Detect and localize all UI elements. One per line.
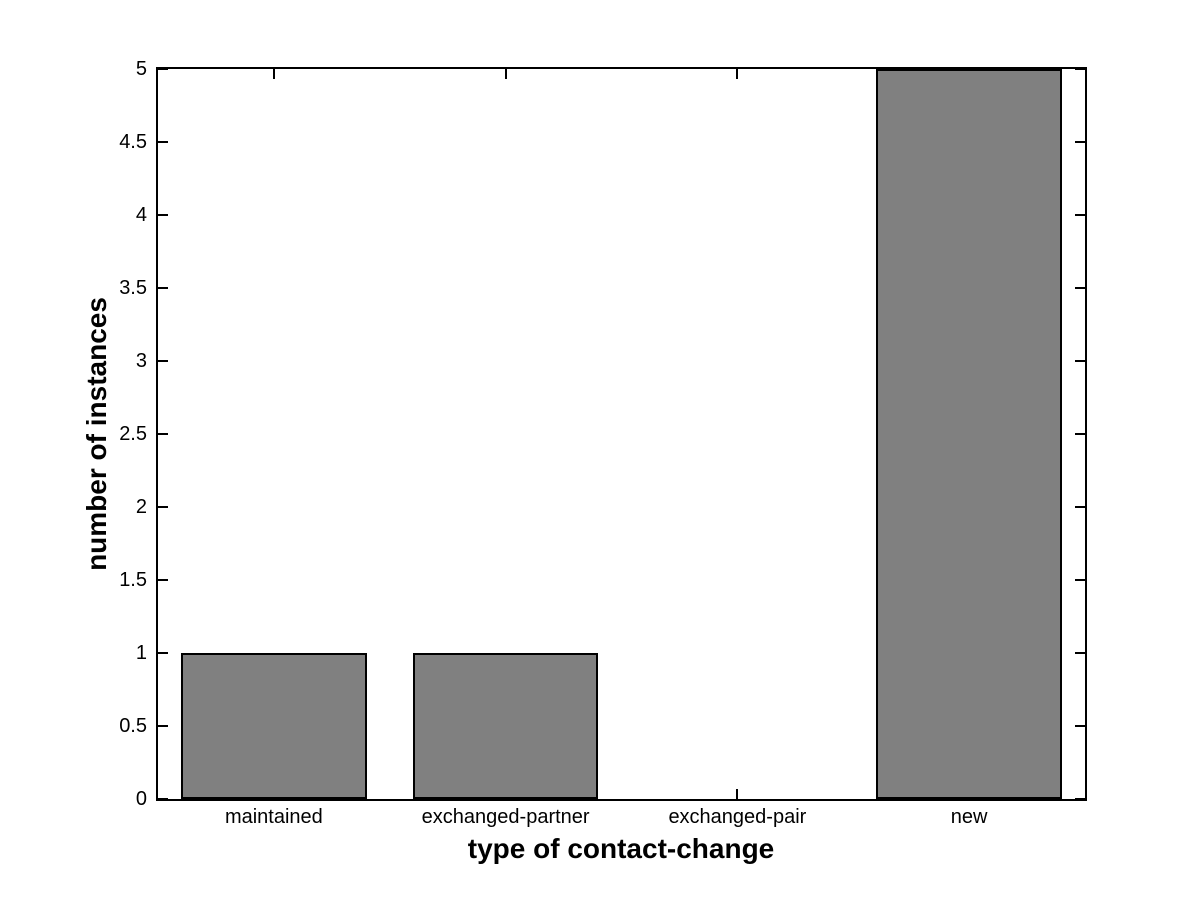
y-tick-left xyxy=(158,68,168,70)
bar-new xyxy=(876,69,1062,799)
y-tick-left xyxy=(158,141,168,143)
plot-area xyxy=(156,67,1087,801)
x-tick-top xyxy=(272,69,275,79)
y-tick-right xyxy=(1075,360,1085,362)
y-tick-label-5: 5 xyxy=(135,58,147,80)
y-tick-left xyxy=(158,287,168,289)
y-tick-right xyxy=(1075,141,1085,143)
y-axis-label: number of instances xyxy=(81,297,112,571)
y-tick-label-2: 2 xyxy=(135,496,147,518)
y-tick-left xyxy=(158,433,168,435)
y-tick-label-4.5: 4.5 xyxy=(119,131,147,153)
y-tick-label-3.5: 3.5 xyxy=(119,277,147,299)
x-tick-label-maintained: maintained xyxy=(224,806,323,828)
y-tick-left xyxy=(158,360,168,362)
y-tick-right xyxy=(1075,433,1085,435)
y-tick-right xyxy=(1075,287,1085,289)
y-tick-label-3: 3 xyxy=(135,350,147,372)
bar-exchanged-partner xyxy=(412,653,599,799)
x-tick-top xyxy=(736,69,739,79)
y-tick-label-0: 0 xyxy=(135,788,147,810)
y-tick-right xyxy=(1075,652,1085,654)
y-tick-left xyxy=(158,579,168,581)
x-tick-bottom xyxy=(736,789,739,799)
y-tick-right xyxy=(1075,725,1085,727)
x-tick-label-exchanged-partner: exchanged-partner xyxy=(421,806,590,828)
y-tick-right xyxy=(1075,506,1085,508)
y-tick-label-4: 4 xyxy=(135,204,147,226)
y-tick-right xyxy=(1075,798,1085,800)
x-axis-label: type of contact-change xyxy=(467,833,775,864)
y-tick-left xyxy=(158,214,168,216)
bar-maintained xyxy=(181,653,367,799)
y-tick-left xyxy=(158,798,168,800)
y-tick-left xyxy=(158,652,168,654)
y-tick-left xyxy=(158,506,168,508)
y-tick-label-1.5: 1.5 xyxy=(119,569,147,591)
x-tick-label-new: new xyxy=(950,806,988,828)
y-tick-right xyxy=(1075,68,1085,70)
x-tick-top xyxy=(504,69,507,79)
y-tick-label-1: 1 xyxy=(135,642,147,664)
x-tick-label-exchanged-pair: exchanged-pair xyxy=(668,806,807,828)
y-tick-label-0.5: 0.5 xyxy=(119,715,147,737)
y-tick-right xyxy=(1075,579,1085,581)
y-tick-right xyxy=(1075,214,1085,216)
y-tick-label-2.5: 2.5 xyxy=(119,423,147,445)
y-tick-left xyxy=(158,725,168,727)
